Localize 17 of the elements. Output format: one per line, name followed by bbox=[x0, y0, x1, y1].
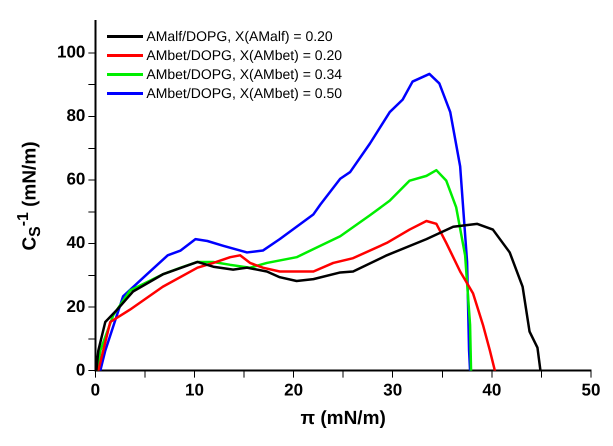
y-tick-label: 80 bbox=[66, 106, 86, 126]
y-tick-label: 100 bbox=[56, 42, 86, 62]
legend-label: AMbet/DOPG, X(AMbet) = 0.50 bbox=[146, 84, 342, 104]
legend-label: AMalf/DOPG, X(AMalf) = 0.20 bbox=[146, 27, 333, 46]
y-tick-label: 20 bbox=[66, 296, 86, 316]
x-tick-label: 0 bbox=[90, 380, 100, 400]
x-tick-label: 40 bbox=[482, 380, 502, 400]
x-tick-label: 50 bbox=[582, 380, 600, 400]
x-tick-label: 10 bbox=[185, 380, 204, 400]
y-tick-label: 60 bbox=[66, 170, 86, 189]
x-tick-label: 20 bbox=[284, 380, 304, 400]
legend-label: AMbet/DOPG, X(AMbet) = 0.34 bbox=[146, 65, 342, 84]
y-tick-label: 40 bbox=[66, 233, 86, 252]
legend-label: AMbet/DOPG, X(AMbet) = 0.20 bbox=[146, 46, 342, 66]
y-tick-label: 0 bbox=[76, 360, 86, 380]
x-tick-label: 30 bbox=[383, 380, 402, 400]
x-axis-title: π (mN/m) bbox=[300, 408, 387, 430]
